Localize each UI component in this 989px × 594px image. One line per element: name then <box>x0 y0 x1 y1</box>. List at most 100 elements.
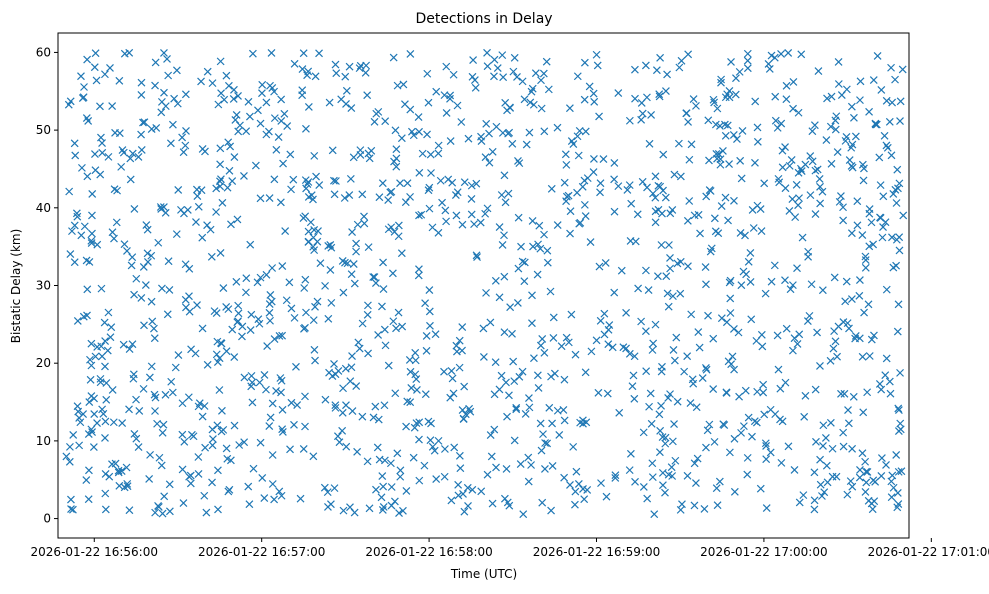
detection-point <box>858 231 867 239</box>
detection-point <box>304 178 313 186</box>
detection-point <box>159 203 168 211</box>
detection-point <box>373 443 382 452</box>
detection-point <box>372 109 381 118</box>
detection-point <box>503 412 511 421</box>
detection-point <box>756 205 765 213</box>
detection-point <box>338 426 347 435</box>
detection-point <box>630 394 639 403</box>
detection-point <box>487 452 496 461</box>
detection-point <box>581 127 590 136</box>
detection-point <box>198 145 207 153</box>
detection-point <box>379 258 387 267</box>
detection-point <box>876 213 884 222</box>
detection-point <box>722 389 731 397</box>
detection-point <box>365 504 374 513</box>
detection-point <box>888 98 897 107</box>
detection-point <box>299 49 308 58</box>
detection-point <box>896 117 904 125</box>
detection-point <box>781 143 789 151</box>
detection-point <box>518 367 527 376</box>
detection-point <box>509 357 518 366</box>
detection-point <box>761 439 770 448</box>
detection-point <box>278 331 287 340</box>
detection-point <box>128 149 137 158</box>
detection-point <box>711 227 720 236</box>
detection-point <box>816 182 824 191</box>
detection-point <box>692 403 701 412</box>
detection-point <box>876 181 885 190</box>
detection-point <box>518 77 527 86</box>
detection-point <box>580 58 589 67</box>
detection-point <box>350 279 359 288</box>
detection-point <box>717 202 726 211</box>
detection-point <box>700 504 709 513</box>
detection-point <box>706 187 715 195</box>
detection-point <box>85 466 93 475</box>
detection-point <box>328 146 337 155</box>
detection-point <box>85 398 94 406</box>
detection-point <box>641 266 650 275</box>
detection-point <box>459 415 468 424</box>
detection-point <box>690 501 699 510</box>
detection-point <box>337 95 346 104</box>
detection-point <box>442 62 451 71</box>
detection-point <box>721 193 730 202</box>
detection-point <box>449 389 458 398</box>
detection-point <box>666 264 675 273</box>
detection-point <box>106 64 114 72</box>
detection-point <box>381 341 390 350</box>
detection-point <box>743 56 752 65</box>
detection-point <box>139 384 148 393</box>
detection-point <box>321 395 330 404</box>
detection-point <box>594 388 603 397</box>
detection-point <box>630 65 639 74</box>
detection-point <box>590 97 599 106</box>
detection-point <box>183 206 192 214</box>
y-tick-label: 0 <box>43 512 51 526</box>
detection-point <box>247 310 256 319</box>
detection-point <box>467 210 476 219</box>
detection-point <box>848 444 857 453</box>
detection-point <box>534 384 543 392</box>
detection-point <box>777 119 786 128</box>
detection-point <box>224 138 233 147</box>
detection-point <box>90 63 99 72</box>
detection-point <box>331 401 340 410</box>
detection-point <box>720 120 729 129</box>
detection-point <box>646 389 655 398</box>
detection-point <box>726 294 735 303</box>
detection-point <box>360 219 369 228</box>
detection-point <box>206 225 215 234</box>
detection-point <box>125 405 133 414</box>
detection-point <box>202 508 211 517</box>
detection-point <box>841 297 850 306</box>
detection-point <box>670 356 679 365</box>
detection-point <box>184 393 193 402</box>
detection-point <box>262 130 271 139</box>
detection-point <box>892 199 901 207</box>
detection-point <box>599 155 608 163</box>
detection-point <box>778 146 787 155</box>
detection-point <box>662 272 671 281</box>
detection-point <box>214 505 222 514</box>
detection-point <box>805 311 814 320</box>
detection-point <box>655 90 664 99</box>
detection-point <box>348 407 357 416</box>
detection-point <box>782 324 791 333</box>
detection-point <box>601 258 610 267</box>
detection-point <box>730 365 739 374</box>
detection-point <box>643 93 651 102</box>
detection-point <box>341 258 349 267</box>
detection-point <box>203 67 212 76</box>
detection-point <box>235 441 244 449</box>
detection-point <box>158 509 167 518</box>
detection-point <box>537 104 546 113</box>
detection-point <box>91 150 99 158</box>
detection-point <box>741 231 749 240</box>
detection-point <box>158 428 167 437</box>
detection-point <box>410 423 419 432</box>
detection-point <box>510 436 519 445</box>
detection-point <box>350 508 359 517</box>
detection-point <box>194 202 203 211</box>
detection-point <box>701 263 710 272</box>
